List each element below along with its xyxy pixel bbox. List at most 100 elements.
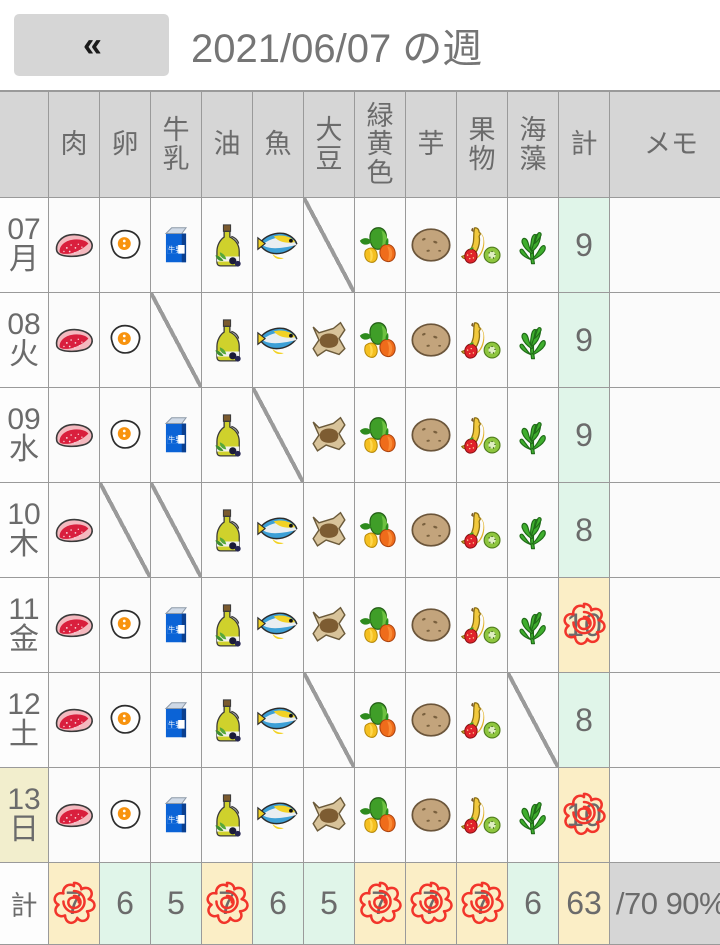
row-memo-cell[interactable]	[610, 483, 720, 578]
cell-10-milk[interactable]	[151, 483, 202, 578]
row-memo-cell[interactable]	[610, 388, 720, 483]
cell-13-meat[interactable]	[49, 768, 100, 863]
header-egg[interactable]: 卵	[100, 91, 151, 198]
cell-12-greens[interactable]	[355, 673, 406, 768]
cell-10-potato[interactable]	[406, 483, 457, 578]
header-soy[interactable]: 大豆	[304, 91, 355, 198]
cell-10-fruit[interactable]	[457, 483, 508, 578]
cell-08-oil[interactable]	[202, 293, 253, 388]
header-potato[interactable]: 芋	[406, 91, 457, 198]
cell-10-soy[interactable]	[304, 483, 355, 578]
row-memo-cell[interactable]	[610, 198, 720, 293]
header-fish[interactable]: 魚	[253, 91, 304, 198]
cell-09-meat[interactable]	[49, 388, 100, 483]
cell-07-oil[interactable]	[202, 198, 253, 293]
cell-08-soy[interactable]	[304, 293, 355, 388]
cell-12-seaweed[interactable]	[508, 673, 559, 768]
cell-08-egg[interactable]	[100, 293, 151, 388]
cell-13-potato[interactable]	[406, 768, 457, 863]
cell-11-milk[interactable]	[151, 578, 202, 673]
cell-12-milk[interactable]	[151, 673, 202, 768]
cell-09-oil[interactable]	[202, 388, 253, 483]
header-date	[0, 91, 49, 198]
cell-11-potato[interactable]	[406, 578, 457, 673]
row-memo-cell[interactable]	[610, 673, 720, 768]
cell-10-seaweed[interactable]	[508, 483, 559, 578]
cell-10-oil[interactable]	[202, 483, 253, 578]
cell-07-milk[interactable]	[151, 198, 202, 293]
header-fruit[interactable]: 果物	[457, 91, 508, 198]
header-milk[interactable]: 牛乳	[151, 91, 202, 198]
cell-09-soy[interactable]	[304, 388, 355, 483]
cell-13-milk[interactable]	[151, 768, 202, 863]
cell-11-seaweed[interactable]	[508, 578, 559, 673]
cell-13-fruit[interactable]	[457, 768, 508, 863]
cell-10-greens[interactable]	[355, 483, 406, 578]
cell-11-soy[interactable]	[304, 578, 355, 673]
header-oil[interactable]: 油	[202, 91, 253, 198]
cell-08-milk[interactable]	[151, 293, 202, 388]
header-greens-label: 緑黄色	[355, 102, 405, 188]
cell-13-fish[interactable]	[253, 768, 304, 863]
cell-13-seaweed[interactable]	[508, 768, 559, 863]
cell-08-fruit[interactable]	[457, 293, 508, 388]
cell-09-fish[interactable]	[253, 388, 304, 483]
cell-09-milk[interactable]	[151, 388, 202, 483]
cell-13-greens[interactable]	[355, 768, 406, 863]
cell-08-potato[interactable]	[406, 293, 457, 388]
cell-11-fruit[interactable]	[457, 578, 508, 673]
cell-07-fruit[interactable]	[457, 198, 508, 293]
cell-11-meat[interactable]	[49, 578, 100, 673]
cell-12-fish[interactable]	[253, 673, 304, 768]
cell-07-seaweed[interactable]	[508, 198, 559, 293]
summary-egg: 6	[100, 863, 151, 945]
header-meat[interactable]: 肉	[49, 91, 100, 198]
cell-09-potato[interactable]	[406, 388, 457, 483]
cell-08-greens[interactable]	[355, 293, 406, 388]
cell-07-fish[interactable]	[253, 198, 304, 293]
header-seaweed[interactable]: 海藻	[508, 91, 559, 198]
cell-11-oil[interactable]	[202, 578, 253, 673]
row-memo-cell[interactable]	[610, 578, 720, 673]
cell-09-fruit[interactable]	[457, 388, 508, 483]
cell-12-egg[interactable]	[100, 673, 151, 768]
cell-12-soy[interactable]	[304, 673, 355, 768]
cell-13-soy[interactable]	[304, 768, 355, 863]
header-greens[interactable]: 緑黄色	[355, 91, 406, 198]
cell-09-egg[interactable]	[100, 388, 151, 483]
row-memo-cell[interactable]	[610, 293, 720, 388]
cell-13-egg[interactable]	[100, 768, 151, 863]
cell-11-fish[interactable]	[253, 578, 304, 673]
cell-08-fish[interactable]	[253, 293, 304, 388]
cell-10-meat[interactable]	[49, 483, 100, 578]
cell-07-egg[interactable]	[100, 198, 151, 293]
previous-week-button[interactable]: «	[14, 14, 169, 76]
cell-09-seaweed[interactable]	[508, 388, 559, 483]
cell-08-meat[interactable]	[49, 293, 100, 388]
cell-09-greens[interactable]	[355, 388, 406, 483]
cell-12-oil[interactable]	[202, 673, 253, 768]
row-memo-cell[interactable]	[610, 768, 720, 863]
cell-08-seaweed[interactable]	[508, 293, 559, 388]
cell-13-oil[interactable]	[202, 768, 253, 863]
row-total-value: 10	[566, 797, 602, 833]
cell-07-meat[interactable]	[49, 198, 100, 293]
cell-10-fish[interactable]	[253, 483, 304, 578]
cell-12-fruit[interactable]	[457, 673, 508, 768]
cell-07-greens[interactable]	[355, 198, 406, 293]
cell-12-potato[interactable]	[406, 673, 457, 768]
cell-11-egg[interactable]	[100, 578, 151, 673]
cell-07-potato[interactable]	[406, 198, 457, 293]
cell-07-soy[interactable]	[304, 198, 355, 293]
cell-12-meat[interactable]	[49, 673, 100, 768]
cell-11-greens[interactable]	[355, 578, 406, 673]
cell-10-egg[interactable]	[100, 483, 151, 578]
